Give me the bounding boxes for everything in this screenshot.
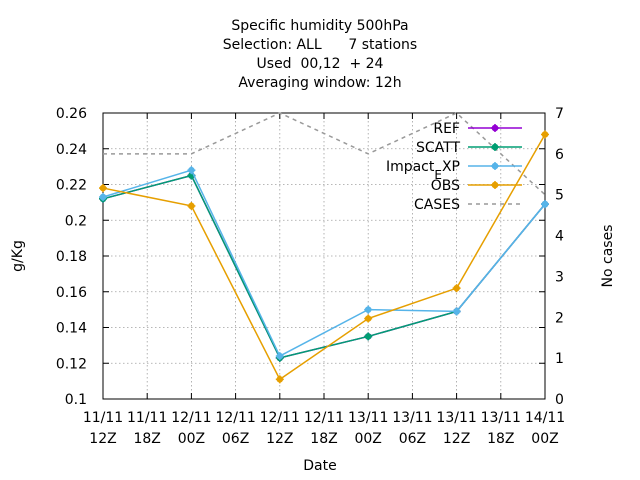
x-axis-label: Date [303,458,336,474]
y-tick-label: 0.18 [56,249,87,265]
x-tick-label-date: 13/11 [436,410,476,426]
title-line: Selection: ALL 7 stations [223,37,417,53]
y-tick-label: 0.2 [65,213,87,229]
y2-tick-label: 2 [555,310,564,326]
series-impact-exp-point [99,193,107,202]
x-tick-label-hour: 06Z [399,431,426,447]
x-tick-label-hour: 12Z [89,431,116,447]
y-axis-ticks: 0.1 0.12 0.14 0.16 0.18 0.2 0.22 0.24 0.26 [56,106,545,408]
x-tick-label-hour: 18Z [487,431,514,447]
x-tick-label-hour: 12Z [266,431,293,447]
legend-ref-point [491,124,499,132]
y-axis-label: g/Kg [10,240,26,272]
legend-ref-label: REF [433,121,460,137]
y2-tick-label: 7 [555,106,564,122]
legend-obs: OBS [431,178,522,194]
x-tick-label-date: 14/11 [525,410,565,426]
y-tick-label: 0.22 [56,178,87,194]
y2-tick-label: 4 [555,229,564,245]
legend-obs-point [491,181,499,189]
series-obs-point [187,201,196,210]
y2-tick-label: 5 [555,188,564,204]
legend-impact-exp-point [491,162,499,170]
x-tick-label-hour: 12Z [443,431,470,447]
series-obs-point [99,184,107,193]
series-obs-point [541,130,549,139]
series-layer [99,112,549,384]
y2-tick-label: 0 [555,392,564,408]
legend-ref: REF [433,121,522,137]
legend-cases: CASES [414,197,522,213]
x-tick-label-date: 13/11 [392,410,432,426]
legend-impact-exp-label-sub: E [434,168,442,182]
series-scatt-point [364,332,373,341]
legend-scatt-label: SCATT [416,140,460,156]
series-impact-exp-point [541,200,549,209]
x-tick-label-hour: 00Z [354,431,381,447]
legend-scatt-point [491,143,499,151]
x-tick-label-date: 12/11 [304,410,344,426]
y-tick-label: 0.12 [56,356,87,372]
x-tick-label-date: 11/11 [127,410,167,426]
series-impact-exp-point [275,352,284,361]
y-tick-label: 0.16 [56,285,87,301]
x-tick-label-hour: 18Z [310,431,337,447]
y2-axis-ticks: 0 1 2 3 4 5 6 7 [555,106,564,408]
series-impact-exp-line [102,169,546,358]
y-tick-label: 0.24 [56,142,87,158]
y2-axis-label: No cases [600,225,616,288]
x-tick-label-date: 12/11 [215,410,255,426]
legend-impact-exp-label-tail: XP [442,159,460,175]
series-impact-exp-point [364,305,373,314]
y2-tick-label: 3 [555,269,564,285]
y-tick-label: 0.1 [65,392,87,408]
x-axis-ticks: 11/11 12Z 11/11 18Z 12/11 00Z 12/11 06Z 12/11 12Z… [83,113,565,447]
series-ref-line [102,174,546,359]
y2-tick-label: 6 [555,147,564,163]
title-line: Used 00,12 + 24 [257,56,384,72]
y-tick-label: 0.14 [56,321,87,337]
x-tick-label-hour: 06Z [222,431,249,447]
series-impact-exp [99,166,549,361]
x-tick-label-date: 13/11 [348,410,388,426]
series-scatt-line [102,174,546,359]
series-cases-line [103,112,546,196]
title-line: Averaging window: 12h [238,75,401,91]
legend-cases-label: CASES [414,197,460,213]
legend-obs-label: OBS [431,178,460,194]
grid [103,113,545,399]
title-line: Specific humidity 500hPa [231,18,408,34]
legend-scatt: SCATT [416,140,522,156]
series-obs-point [452,284,461,293]
series-impact-exp-point [187,166,196,175]
series-obs-point [364,314,373,323]
series-cases [103,112,546,196]
y-tick-label: 0.26 [56,106,87,122]
x-tick-label-hour: 00Z [531,431,558,447]
series-obs [99,130,549,384]
x-tick-label-date: 12/11 [171,410,211,426]
x-tick-label-date: 11/11 [83,410,123,426]
y2-tick-label: 1 [555,351,564,367]
series-obs-line [102,134,546,381]
chart-title: Specific humidity 500hPa Selection: ALL 7… [223,18,417,91]
x-tick-label-date: 12/11 [260,410,300,426]
series-obs-point [275,375,284,384]
x-tick-label-hour: 00Z [178,431,205,447]
x-tick-label-hour: 18Z [133,431,160,447]
x-tick-label-date: 13/11 [481,410,521,426]
series-impact-exp-point [452,307,461,316]
